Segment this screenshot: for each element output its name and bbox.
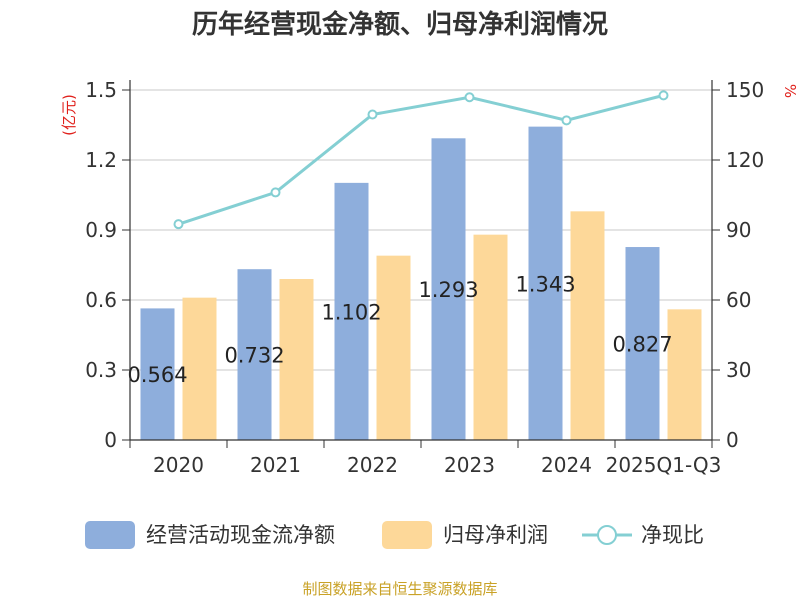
- left-tick-label: 1.5: [85, 78, 117, 102]
- bar-cashflow: [140, 308, 175, 440]
- ratio-point: [464, 92, 475, 103]
- bar-cashflow: [625, 247, 660, 440]
- right-tick-label: 120: [726, 148, 764, 172]
- bar-net-profit: [473, 234, 508, 440]
- x-tick-label: 2024: [541, 453, 592, 477]
- bar-net-profit: [182, 297, 217, 440]
- legend-label-net-profit: 归母净利润: [443, 523, 548, 547]
- left-tick-label: 0.3: [85, 358, 117, 382]
- legend-swatch-cashflow: [85, 521, 135, 549]
- data-label: 1.343: [515, 272, 575, 296]
- legend-label-ratio: 净现比: [641, 523, 704, 547]
- right-tick-label: 0: [726, 428, 739, 452]
- bar-net-profit: [376, 255, 411, 440]
- chart-title: 历年经营现金净额、归母净利润情况: [192, 9, 608, 40]
- legend-swatch-marker: [597, 525, 617, 545]
- data-label: 1.102: [321, 300, 381, 324]
- data-label: 0.827: [612, 333, 672, 357]
- ratio-point: [367, 109, 378, 120]
- data-label: 0.732: [224, 344, 284, 368]
- left-tick-label: 0: [104, 428, 117, 452]
- right-axis-label: %: [781, 84, 799, 98]
- right-tick-label: 90: [726, 218, 751, 242]
- legend-swatch-net-profit: [382, 521, 432, 549]
- left-tick-label: 0.6: [85, 288, 117, 312]
- bar-net-profit: [570, 211, 605, 440]
- x-tick-label: 2025Q1-Q3: [606, 453, 722, 477]
- bar-cashflow: [431, 138, 466, 441]
- legend-label-cashflow: 经营活动现金流净额: [146, 523, 335, 547]
- ratio-point: [270, 187, 281, 198]
- data-label: 1.293: [418, 278, 478, 302]
- data-label: 0.564: [127, 363, 187, 387]
- left-axis-label: (亿元): [60, 94, 78, 136]
- bar-net-profit: [279, 279, 314, 440]
- bar-cashflow: [237, 269, 272, 440]
- ratio-point: [561, 115, 572, 126]
- ratio-line: [178, 93, 664, 226]
- bar-cashflow: [334, 182, 369, 440]
- ratio-point: [658, 90, 669, 101]
- bar-cashflow: [528, 126, 563, 440]
- x-tick-label: 2022: [347, 453, 398, 477]
- right-tick-label: 30: [726, 358, 751, 382]
- right-tick-label: 150: [726, 78, 764, 102]
- x-tick-label: 2023: [444, 453, 495, 477]
- ratio-point: [173, 219, 184, 230]
- bar-net-profit: [667, 309, 702, 440]
- right-tick-label: 60: [726, 288, 751, 312]
- left-tick-label: 0.9: [85, 218, 117, 242]
- left-tick-label: 1.2: [85, 148, 117, 172]
- x-tick-label: 2020: [153, 453, 204, 477]
- x-tick-label: 2021: [250, 453, 301, 477]
- source-note: 制图数据来自恒生聚源数据库: [302, 580, 497, 598]
